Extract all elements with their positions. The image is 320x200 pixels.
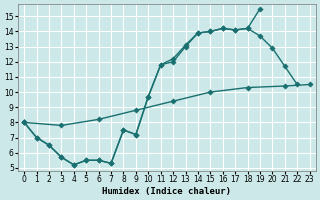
X-axis label: Humidex (Indice chaleur): Humidex (Indice chaleur) — [102, 187, 231, 196]
